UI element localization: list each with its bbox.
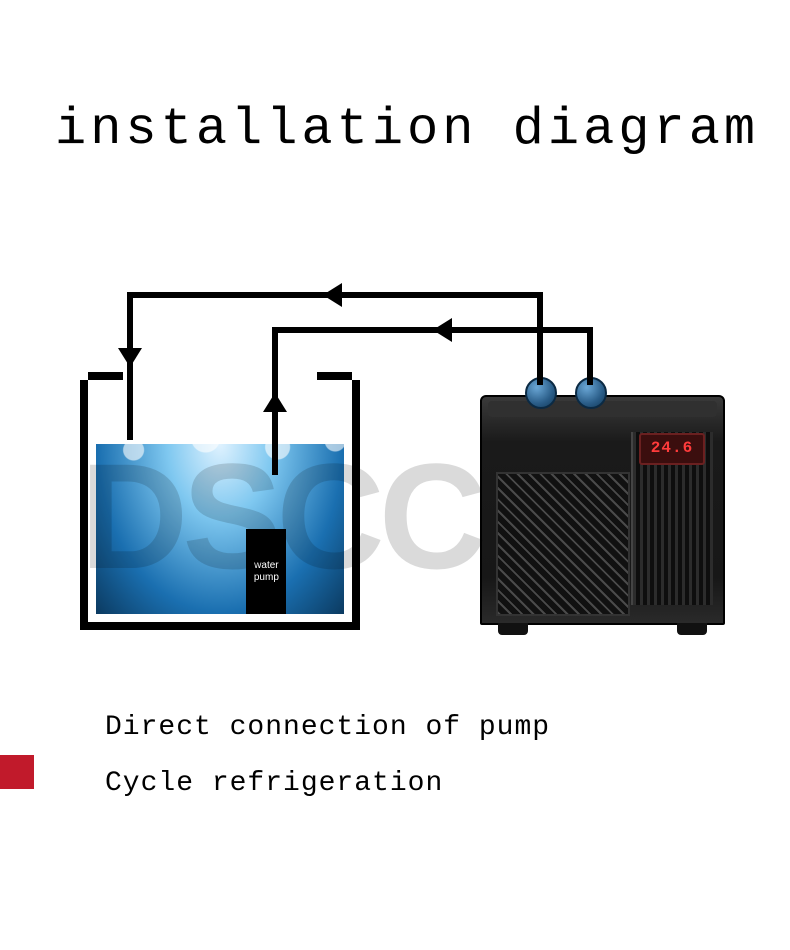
- caption-line-2: Cycle refrigeration: [105, 756, 550, 812]
- chiller-port-outlet: [525, 377, 557, 409]
- chiller-display: 24.6: [639, 433, 705, 465]
- water-fill: [96, 444, 344, 614]
- pump-label-1: water: [254, 560, 278, 572]
- caption-line-1: Direct connection of pump: [105, 700, 550, 756]
- chiller-port-inlet: [575, 377, 607, 409]
- chiller-unit: 24.6: [480, 395, 725, 635]
- water-pump: water pump: [246, 529, 286, 614]
- chiller-front-grille: [496, 472, 630, 616]
- pump-label-2: pump: [254, 572, 279, 584]
- chiller-body: 24.6: [480, 395, 725, 625]
- water-tank: water pump: [80, 380, 360, 630]
- caption-block: Direct connection of pump Cycle refriger…: [105, 700, 550, 812]
- accent-square-icon: [0, 755, 34, 789]
